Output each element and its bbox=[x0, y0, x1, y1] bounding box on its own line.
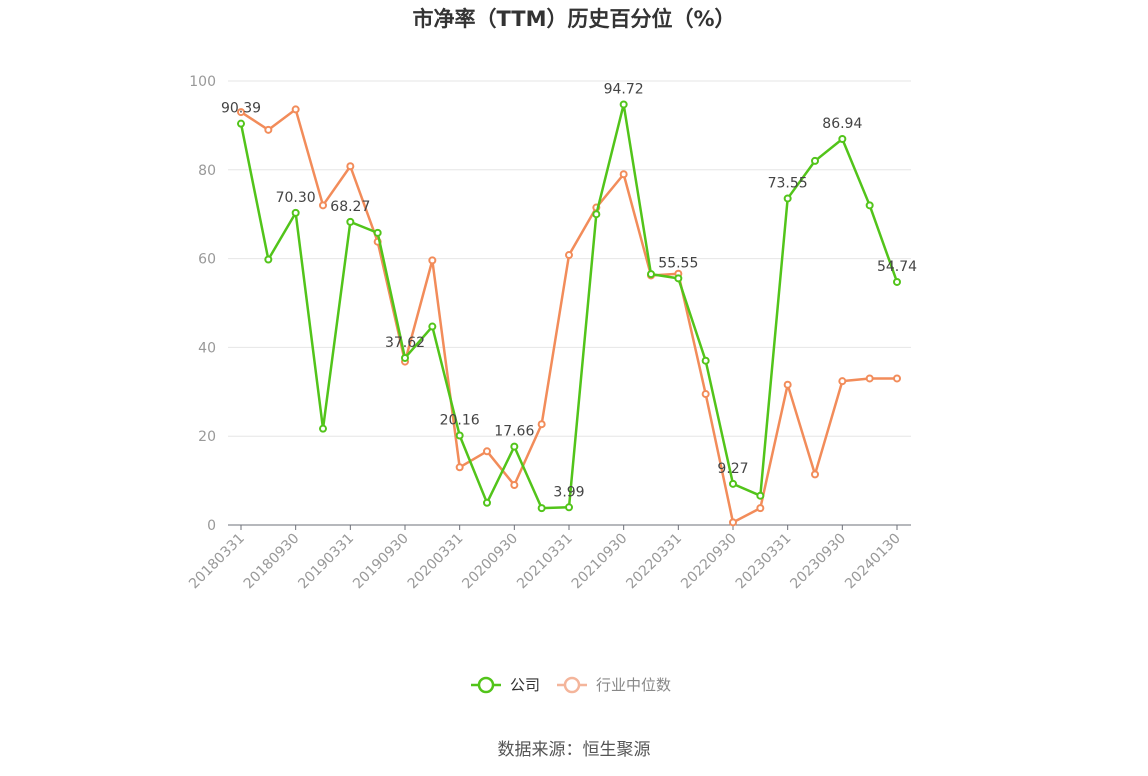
data-point[interactable] bbox=[291, 105, 300, 114]
x-tick-label: 20230331 bbox=[733, 531, 795, 593]
data-point[interactable] bbox=[811, 470, 819, 479]
data-point[interactable] bbox=[264, 125, 273, 134]
x-tick-label: 20200331 bbox=[405, 531, 467, 593]
data-point[interactable] bbox=[756, 504, 765, 513]
x-tick-label: 20210930 bbox=[569, 531, 631, 593]
data-label: 70.30 bbox=[276, 190, 316, 206]
data-point[interactable] bbox=[838, 377, 847, 386]
legend-label: 行业中位数 bbox=[596, 676, 671, 694]
data-label: 68.27 bbox=[330, 199, 370, 215]
y-tick-label: 40 bbox=[198, 340, 216, 356]
data-point[interactable] bbox=[565, 503, 573, 512]
data-label: 9.27 bbox=[717, 461, 748, 477]
y-tick-label: 60 bbox=[198, 252, 216, 268]
data-point[interactable] bbox=[783, 194, 792, 203]
data-point[interactable] bbox=[455, 431, 464, 440]
data-point[interactable] bbox=[264, 255, 273, 264]
data-point[interactable] bbox=[729, 479, 737, 488]
data-point[interactable] bbox=[701, 390, 710, 399]
data-label: 86.94 bbox=[822, 116, 862, 132]
x-tick-label: 20220331 bbox=[623, 531, 685, 593]
legend-marker bbox=[477, 676, 495, 694]
data-point[interactable] bbox=[291, 208, 300, 217]
data-point[interactable] bbox=[756, 491, 765, 500]
y-tick-label: 80 bbox=[198, 163, 216, 179]
data-point[interactable] bbox=[237, 119, 245, 128]
chart-title: 市净率（TTM）历史百分位（%） bbox=[412, 7, 735, 31]
data-point[interactable] bbox=[783, 380, 792, 389]
data-point[interactable] bbox=[701, 356, 710, 365]
x-tick-label: 20230930 bbox=[787, 531, 849, 593]
data-label: 55.55 bbox=[658, 255, 698, 271]
data-point[interactable] bbox=[483, 447, 491, 456]
legend-marker bbox=[563, 676, 581, 694]
data-point[interactable] bbox=[811, 156, 819, 165]
data-point[interactable] bbox=[893, 277, 901, 286]
data-point[interactable] bbox=[428, 256, 437, 265]
data-point[interactable] bbox=[401, 353, 409, 362]
data-point[interactable] bbox=[537, 420, 546, 429]
axes: 0 20 40 60 80 100 2018033120180930201903312019… bbox=[186, 74, 911, 592]
series-line bbox=[240, 108, 897, 524]
data-point[interactable] bbox=[537, 504, 546, 513]
legend-item-1[interactable]: 行业中位数 bbox=[557, 676, 671, 694]
data-point[interactable] bbox=[373, 228, 382, 237]
data-label: 73.55 bbox=[768, 175, 808, 191]
data-point[interactable] bbox=[865, 201, 874, 210]
x-tick-label: 20190930 bbox=[350, 531, 412, 593]
data-label: 90.39 bbox=[221, 101, 261, 117]
data-label: 94.72 bbox=[604, 81, 644, 97]
x-tick-label: 20240130 bbox=[842, 531, 904, 593]
data-label: 54.74 bbox=[877, 259, 917, 275]
data-point[interactable] bbox=[647, 270, 655, 279]
data-point[interactable] bbox=[565, 251, 573, 260]
data-point[interactable] bbox=[893, 374, 901, 383]
data-label: 37.62 bbox=[385, 335, 425, 351]
data-point[interactable] bbox=[237, 108, 245, 117]
y-tick-label: 20 bbox=[198, 429, 216, 445]
legend-item-0[interactable]: 公司 bbox=[471, 676, 540, 694]
data-label: 20.16 bbox=[440, 412, 480, 428]
legend-label: 公司 bbox=[510, 676, 540, 694]
data-point[interactable] bbox=[455, 463, 464, 472]
data-source-note: 数据来源：恒生聚源 bbox=[498, 740, 651, 760]
data-point[interactable] bbox=[510, 442, 519, 451]
data-label: 17.66 bbox=[494, 424, 534, 440]
x-tick-label: 20180331 bbox=[186, 531, 248, 593]
data-point[interactable] bbox=[674, 274, 683, 283]
data-point[interactable] bbox=[346, 217, 355, 226]
series-lines bbox=[237, 100, 901, 527]
x-tick-label: 20190331 bbox=[295, 531, 357, 593]
x-tick-label: 20180930 bbox=[241, 531, 303, 593]
series-line bbox=[239, 103, 899, 510]
x-tick-label: 20200930 bbox=[459, 531, 521, 593]
data-point[interactable] bbox=[592, 210, 601, 219]
data-point[interactable] bbox=[319, 201, 327, 210]
data-point[interactable] bbox=[483, 498, 491, 507]
data-label: 3.99 bbox=[553, 484, 584, 500]
x-tick-label: 20220930 bbox=[678, 531, 740, 593]
data-point[interactable] bbox=[729, 518, 737, 527]
data-point[interactable] bbox=[619, 100, 628, 109]
x-tick-label: 20210331 bbox=[514, 531, 576, 593]
data-point[interactable] bbox=[428, 322, 437, 331]
data-point[interactable] bbox=[838, 134, 847, 143]
data-point[interactable] bbox=[619, 170, 628, 179]
series-0 bbox=[237, 100, 901, 513]
data-point[interactable] bbox=[865, 374, 874, 383]
data-point[interactable] bbox=[510, 481, 519, 490]
data-point[interactable] bbox=[346, 162, 355, 171]
y-tick-label: 0 bbox=[207, 518, 216, 534]
y-tick-label: 100 bbox=[189, 74, 216, 90]
legend[interactable]: 公司 行业中位数 bbox=[471, 676, 671, 694]
data-labels: 90.39 70.30 68.27 37.62 20.16 17.66 3.99 94.72 5… bbox=[221, 81, 917, 500]
data-point[interactable] bbox=[319, 424, 327, 433]
